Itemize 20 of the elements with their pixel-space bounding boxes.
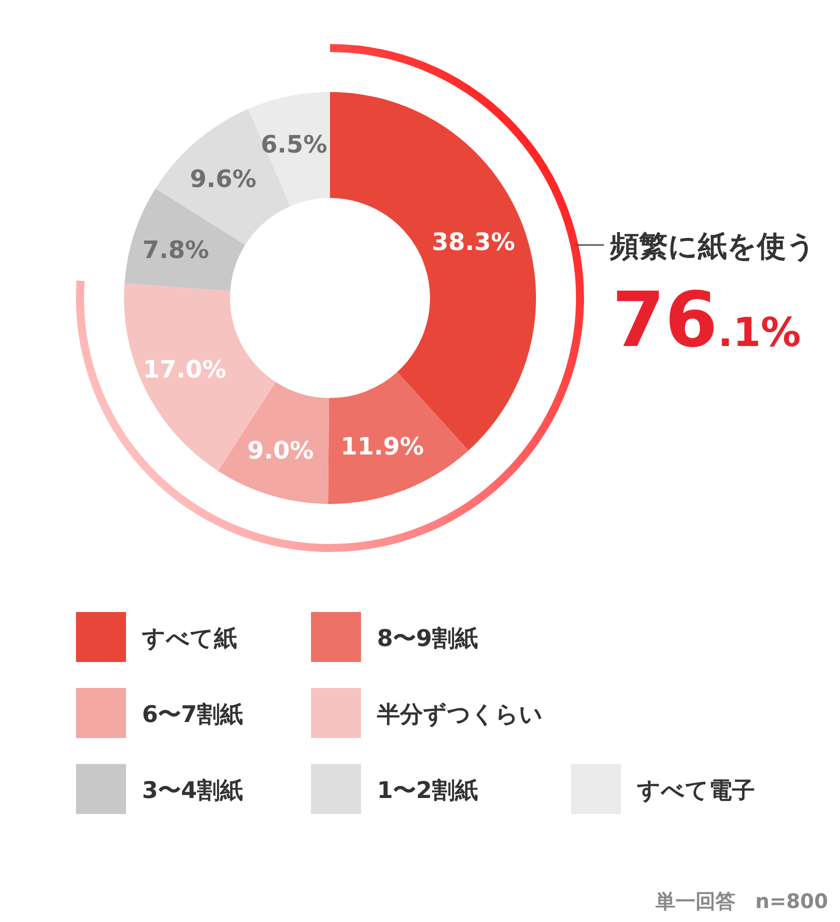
legend-label: すべて電子 bbox=[636, 778, 755, 804]
data-label: 11.9% bbox=[340, 432, 424, 461]
text: 単一回答 n=800 bbox=[654, 889, 828, 913]
donut-slice bbox=[124, 188, 246, 291]
legend-label: 6〜7割紙 bbox=[142, 702, 244, 728]
legend-label: 3〜4割紙 bbox=[142, 778, 244, 804]
donut-slice bbox=[328, 372, 469, 504]
legend-label: 8〜9割紙 bbox=[377, 626, 478, 652]
legend-label: 1〜2割紙 bbox=[377, 778, 478, 804]
data-label: 9.0% bbox=[247, 436, 314, 464]
data-label: 38.3% bbox=[432, 228, 516, 256]
data-label: 17.0% bbox=[142, 356, 226, 384]
text: 頻繁に紙を使う bbox=[609, 229, 816, 263]
data-label: 9.6% bbox=[190, 165, 256, 194]
donut-slice bbox=[218, 382, 330, 504]
legend-label: 半分ずつくらい bbox=[376, 702, 543, 728]
text: 76.1% bbox=[612, 275, 801, 364]
data-label: 7.8% bbox=[142, 236, 210, 264]
data-label: 6.5% bbox=[260, 130, 328, 158]
legend-label: すべて紙 bbox=[141, 626, 237, 652]
